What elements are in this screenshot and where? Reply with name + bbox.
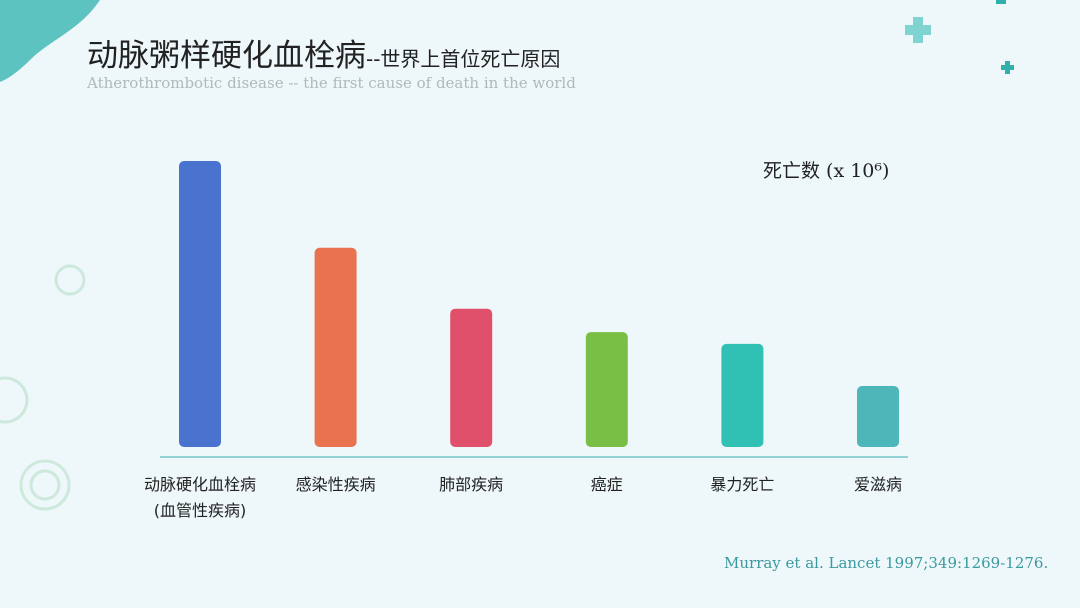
bar	[857, 386, 899, 447]
bar	[721, 343, 764, 447]
decor-blob	[0, 0, 100, 82]
x-tick-label: 动脉硬化血栓病 (血管性疾病)	[143, 475, 256, 520]
x-tick-label: 癌症	[590, 475, 623, 494]
source: Murray et al. Lancet 1997;349:1269-1276.	[724, 554, 1049, 572]
x-tick-label: 感染性疾病	[295, 475, 376, 494]
bar	[585, 332, 628, 447]
x-tick-label: 肺部疾病	[439, 475, 504, 494]
title-suffix: --世界上首位死亡原因	[366, 47, 561, 71]
title: 动脉粥样硬化血栓病--世界上首位死亡原因	[87, 30, 560, 75]
bar	[314, 247, 357, 447]
title-main: 动脉粥样硬化血栓病	[87, 38, 366, 74]
y-axis-label: 死亡数 (x 10⁶)	[763, 160, 890, 182]
subtitle: Atherothrombotic disease -- the first ca…	[87, 74, 576, 92]
bar	[179, 161, 221, 447]
decor-rings	[0, 264, 86, 511]
x-tick-label: 爱滋病	[853, 475, 902, 494]
decor-cross	[905, 0, 1014, 74]
bar	[450, 308, 493, 447]
x-tick-label: 暴力死亡	[710, 475, 775, 494]
